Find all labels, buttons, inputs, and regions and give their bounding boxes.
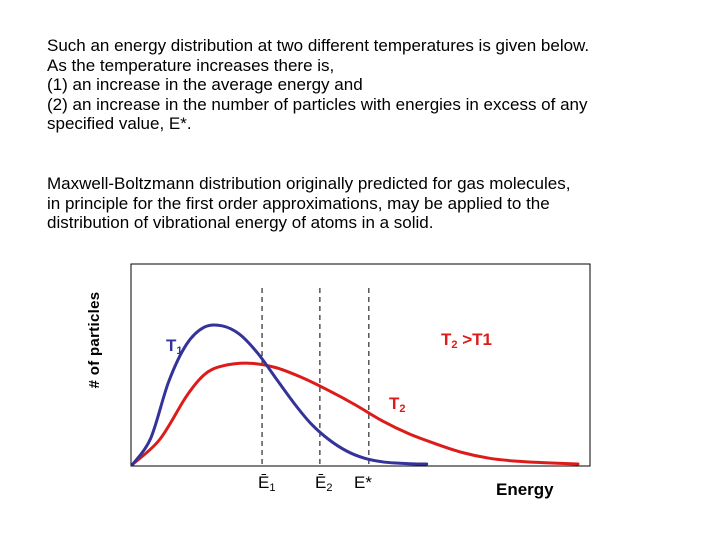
marker-label-e2: Ē2 <box>315 473 333 494</box>
x-axis-label: Energy <box>496 480 554 499</box>
series-line-t1 <box>131 323 429 466</box>
series-label-t2: T2 <box>389 394 406 415</box>
intro-text: Such an energy distribution at two diffe… <box>47 36 589 134</box>
plot-frame <box>130 263 591 467</box>
series-line-t2 <box>131 361 580 466</box>
intro-line: specified value, E*. <box>47 114 192 133</box>
series-label-t1: T1 <box>166 336 183 357</box>
marker-label-e1: Ē1 <box>258 473 276 494</box>
note-line: distribution of vibrational energy of at… <box>47 213 434 232</box>
note-line: in principle for the first order approxi… <box>47 193 550 213</box>
marker-label-estar: E* <box>354 473 372 492</box>
intro-line: (1) an increase in the average energy an… <box>47 75 363 94</box>
intro-line: (2) an increase in the number of particl… <box>47 94 588 114</box>
intro-line: Such an energy distribution at two diffe… <box>47 36 590 55</box>
intro-line: As the temperature increases there is, <box>47 55 335 75</box>
note-line: Maxwell‑Boltzmann distribution originall… <box>47 174 571 193</box>
note-text: Maxwell‑Boltzmann distribution originall… <box>47 174 570 233</box>
temperature-comparison-label: T2 >T1 <box>441 330 493 351</box>
